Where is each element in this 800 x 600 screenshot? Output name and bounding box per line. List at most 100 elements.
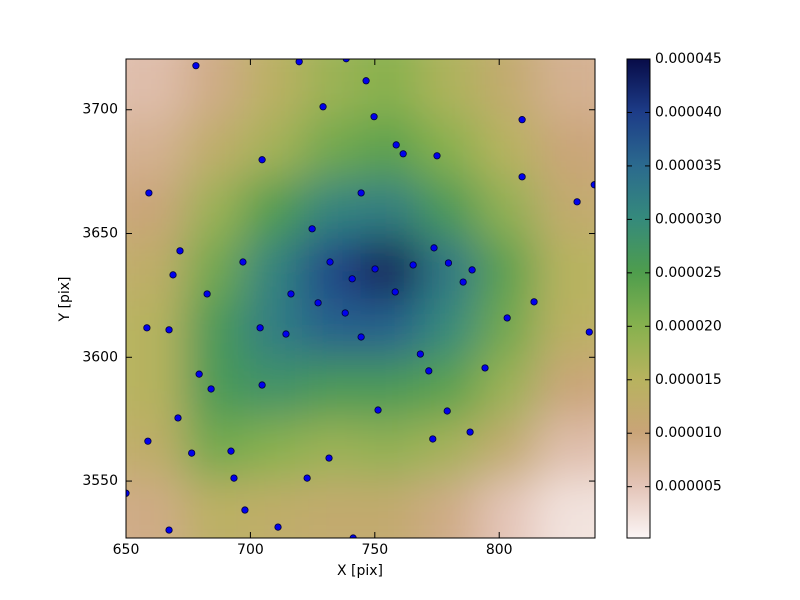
point [530, 298, 538, 306]
heatmap-cell [184, 59, 244, 120]
heatmap-cell [301, 59, 361, 120]
heatmap-cell [301, 418, 361, 479]
heatmap-cell [243, 298, 303, 359]
point [341, 309, 349, 317]
point [391, 288, 399, 296]
x-tick-label: 800 [486, 542, 513, 558]
heatmap-cell [360, 358, 420, 419]
points [126, 59, 595, 538]
point [443, 407, 451, 415]
heatmap-cell [126, 59, 186, 120]
heatmap-cell [243, 118, 303, 180]
heatmap-cell [360, 59, 420, 120]
heatmap-cell [419, 59, 479, 120]
point [371, 265, 379, 273]
heatmap-cell [477, 418, 537, 479]
heatmap-cell [243, 478, 303, 538]
point [192, 62, 200, 70]
point [165, 326, 173, 334]
colorbar-tick-label: 0.000035 [655, 158, 722, 174]
point [409, 261, 417, 269]
x-axis-label: X [pix] [337, 563, 383, 579]
point [357, 189, 365, 197]
point [287, 290, 295, 298]
heatmap-cell [184, 178, 244, 240]
point [303, 474, 311, 482]
heatmap-cell [126, 358, 186, 419]
point [230, 474, 238, 482]
heatmap-cell [419, 298, 479, 359]
point [362, 77, 370, 85]
y-tick-label: 3600 [82, 349, 118, 365]
point [466, 428, 474, 436]
point [314, 299, 322, 307]
point [399, 150, 407, 158]
heatmap-cell [419, 118, 479, 180]
heatmap-cell [126, 418, 186, 479]
colorbar [626, 58, 651, 539]
point [207, 385, 215, 393]
point [357, 333, 365, 341]
point [169, 271, 177, 279]
point [258, 381, 266, 389]
point [165, 526, 173, 534]
colorbar-tick-label: 0.000025 [655, 265, 722, 281]
point [459, 278, 467, 286]
heatmap-cell [184, 418, 244, 479]
heatmap-cell [126, 478, 186, 538]
heatmap-cell [126, 298, 186, 359]
colorbar-tick-label: 0.000030 [655, 211, 722, 227]
heatmap-cell [243, 418, 303, 479]
point [392, 141, 400, 149]
heatmap-cell [477, 59, 537, 120]
point [174, 414, 182, 422]
heatmap-cell [360, 238, 420, 299]
point [145, 189, 153, 197]
point [590, 181, 595, 189]
point [342, 59, 350, 63]
heatmap-cell [243, 178, 303, 240]
heatmap-cell [360, 298, 420, 359]
heatmap-cell [184, 478, 244, 538]
colorbar-tick-label: 0.000045 [655, 51, 722, 67]
plot-frame [125, 58, 596, 539]
point [295, 59, 303, 66]
point [425, 367, 433, 375]
heatmap-cell [243, 358, 303, 419]
heatmap-cell [536, 178, 595, 240]
point [433, 152, 441, 160]
heatmap-cell [477, 298, 537, 359]
point [370, 113, 378, 121]
point [348, 275, 356, 283]
heatmap-cell [360, 118, 420, 180]
heatmap-cell [477, 178, 537, 240]
heatmap-cell [301, 358, 361, 419]
heatmap-cell [477, 118, 537, 180]
heatmap-cell [243, 238, 303, 299]
heatmap-cell [477, 238, 537, 299]
point [481, 364, 489, 372]
colorbar-tick-label: 0.000015 [655, 372, 722, 388]
point [227, 447, 235, 455]
point [429, 435, 437, 443]
heatmap-cell [360, 178, 420, 240]
y-tick-label: 3700 [82, 102, 118, 118]
point [256, 324, 264, 332]
x-tick-label: 650 [113, 542, 140, 558]
heatmap-cell [477, 478, 537, 538]
heatmap-cell [184, 298, 244, 359]
heatmap-cell [126, 118, 186, 180]
heatmap-cell [184, 118, 244, 180]
y-tick-label: 3650 [82, 226, 118, 242]
heatmap-cell [419, 238, 479, 299]
heatmap-cell [126, 178, 186, 240]
point [144, 437, 152, 445]
point [585, 328, 593, 336]
point [308, 225, 316, 233]
colorbar-tick-label: 0.000005 [655, 479, 722, 495]
colorbar-tick-label: 0.000020 [655, 318, 722, 334]
heatmap-cells [126, 59, 595, 538]
point [195, 370, 203, 378]
point [503, 314, 511, 322]
